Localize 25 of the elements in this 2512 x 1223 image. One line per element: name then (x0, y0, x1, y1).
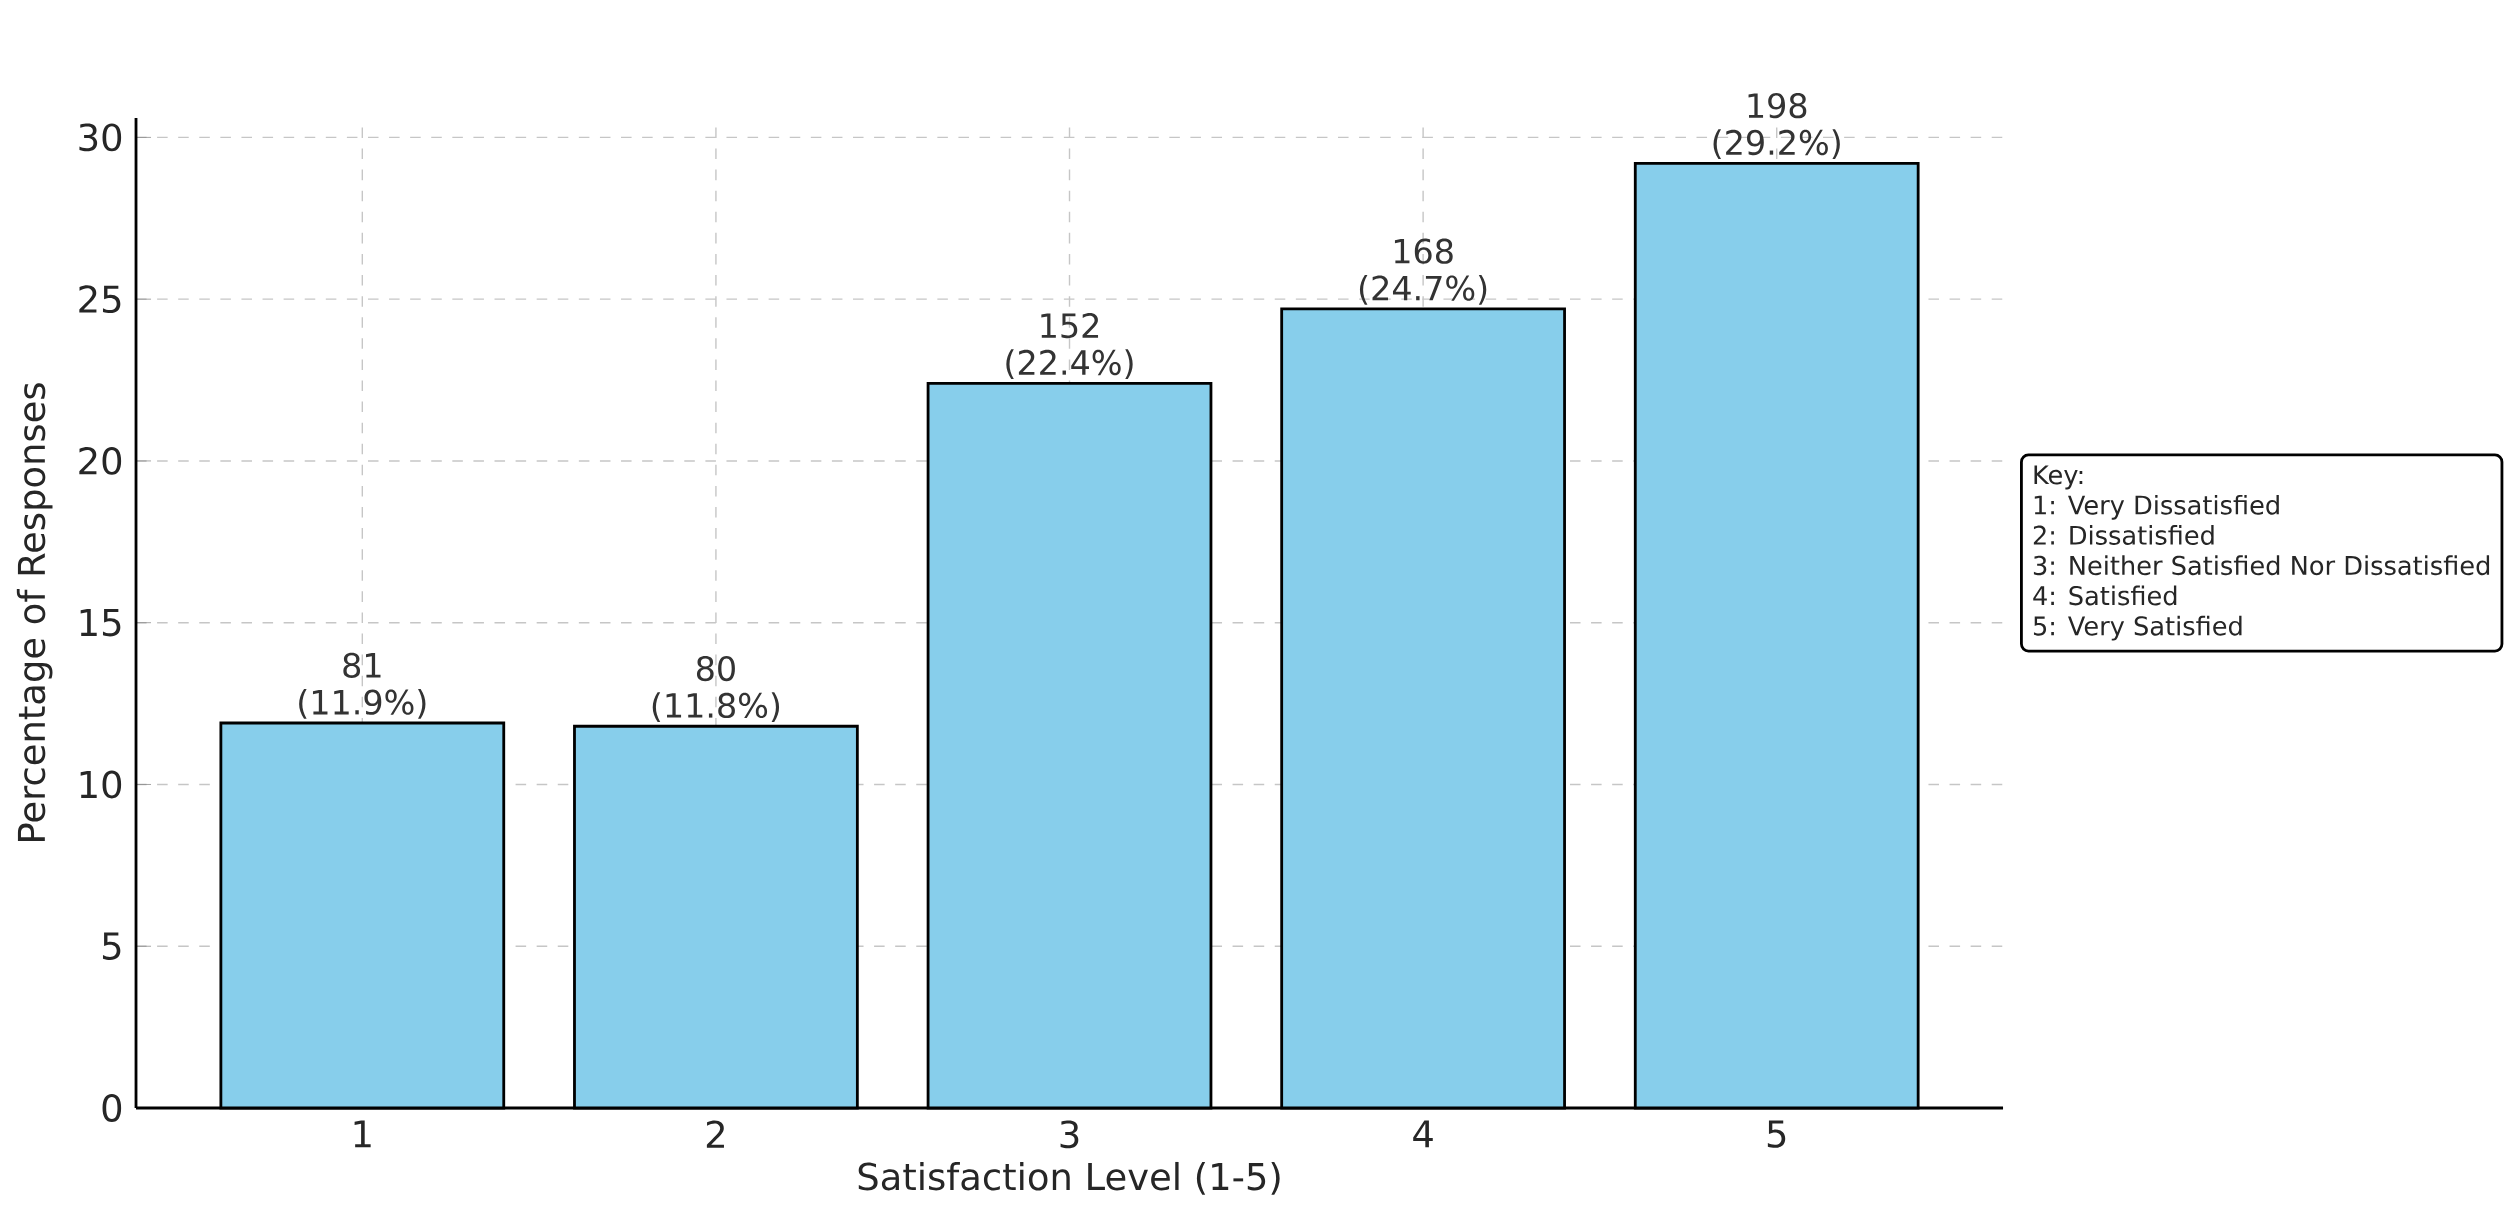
y-tick-label: 20 (79, 446, 122, 475)
x-axis-title: Satisfaction Level (1-5) (858, 1161, 1280, 1195)
y-tick-label: 0 (102, 1094, 122, 1122)
text: 3: Neither Satisfied Nor Dissatisfied (2033, 555, 2490, 576)
data-label: 198 (29.2%) (1713, 92, 1840, 160)
x-tick-label: 4 (1413, 1120, 1433, 1148)
x-tick-label: 3 (1060, 1120, 1079, 1149)
text: Key: (2034, 465, 2083, 490)
text: 5: Very Satisfied (2033, 615, 2242, 641)
data-label: 152 (22.4%) (1006, 312, 1133, 380)
y-tick-label: 25 (79, 285, 121, 314)
x-tick-label: 5 (1767, 1120, 1786, 1148)
data-label: 80 (11.8%) (652, 655, 780, 723)
y-tick-label: 10 (80, 770, 122, 799)
y-axis-title: Percentage of Responses (16, 383, 53, 841)
data-label: 168 (24.7%) (1359, 238, 1487, 305)
data-label: 81 (11.9%) (299, 652, 426, 719)
text: 2: Dissatisfied (2033, 525, 2214, 545)
text: 1: Very Dissatisfied (2034, 494, 2279, 520)
text: 4: Satisfied (2033, 585, 2177, 606)
y-tick-label: 15 (80, 608, 121, 637)
x-tick-label: 1 (354, 1120, 371, 1148)
y-tick-label: 5 (102, 932, 121, 960)
y-tick-label: 30 (79, 123, 122, 152)
x-tick-label: 2 (706, 1120, 724, 1148)
